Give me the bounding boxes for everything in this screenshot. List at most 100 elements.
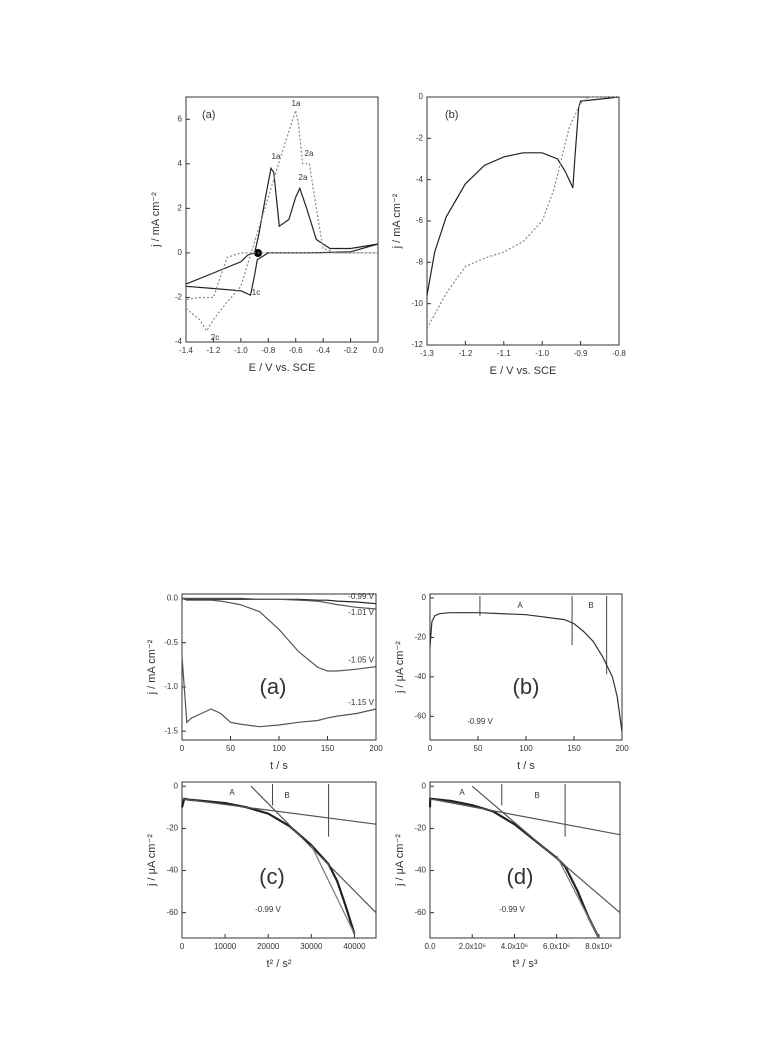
x-tick-label: 6.0x10⁶ [543,942,570,951]
series-line [181,798,377,825]
x-axis-label: t / s [517,760,535,772]
y-tick-label: 2 [178,203,183,212]
x-axis-label: E / V vs. SCE [490,365,557,377]
y-axis-label: j / μA cm⁻² [394,641,406,694]
y-tick-label: -20 [414,823,426,832]
panel-label: (a) [260,674,287,699]
y-tick-label: -2 [416,133,424,142]
annotation: -0.99 V [499,905,525,914]
y-tick-label: -4 [416,175,424,184]
x-tick-label: -1.0 [234,346,248,355]
x-tick-label: -0.8 [612,349,626,358]
series-label: -1.15 V [348,698,374,707]
annotation: 2a [305,149,314,158]
panel-label: (a) [202,109,215,121]
series-line [181,597,377,672]
y-tick-label: -40 [166,866,178,875]
x-tick-label: 0.0 [424,942,436,951]
annotation: A [229,788,235,797]
x-tick-label: 0 [180,744,185,753]
y-tick-label: -20 [414,633,426,642]
panel-label: (c) [259,864,285,889]
annotation: B [534,791,539,800]
x-tick-label: 50 [226,744,235,753]
y-tick-label: -4 [175,337,183,346]
annotation: 1a [292,99,301,108]
series-line [185,166,379,297]
series-line [310,844,355,935]
annotation: B [588,601,593,610]
y-tick-label: -40 [414,672,426,681]
y-axis-label: j / mA cm⁻² [146,639,158,695]
y-tick-label: 0 [422,781,427,790]
y-tick-label: 0 [178,248,183,257]
plot-frame [185,96,379,343]
x-tick-label: -0.2 [344,346,358,355]
y-tick-label: 4 [178,159,183,168]
x-tick-label: 8.0x10⁶ [585,942,612,951]
x-tick-label: -0.9 [574,349,588,358]
plot-frame [429,781,621,939]
x-axis-label: t / s [270,760,288,772]
x-tick-label: -1.1 [497,349,511,358]
series-label: -0.99 V [348,592,374,601]
series-line [185,108,378,333]
x-tick-label: 50 [474,744,483,753]
series-line [471,785,621,914]
y-tick-label: -12 [411,340,423,349]
x-tick-label: -1.2 [459,349,473,358]
annotation: -0.99 V [467,717,493,726]
x-tick-label: 30000 [300,942,323,951]
y-axis-label: j / μA cm⁻² [146,834,158,887]
plot-frame [181,781,377,939]
y-tick-label: -0.5 [164,638,178,647]
x-tick-label: -1.2 [207,346,221,355]
series-line [429,612,623,733]
x-tick-label: 100 [519,744,533,753]
x-tick-label: 100 [272,744,286,753]
y-tick-label: 0.0 [167,594,179,603]
x-tick-label: 150 [567,744,581,753]
series-line [181,655,377,728]
x-tick-label: -0.6 [289,346,303,355]
x-tick-label: 4.0x10⁶ [501,942,528,951]
series-label: -1.05 V [348,656,374,665]
annotation: 1a [272,152,281,161]
annotation: 1c [252,288,260,297]
series-line [426,96,619,329]
x-tick-label: -1.0 [535,349,549,358]
panel-label: (d) [507,864,534,889]
annotation: A [517,601,523,610]
x-axis-label: E / V vs. SCE [249,362,316,374]
y-tick-label: -60 [414,711,426,720]
x-tick-label: 0 [428,744,433,753]
x-tick-label: 10000 [214,942,237,951]
series-line [429,798,621,836]
series-line [182,597,377,610]
x-tick-label: -0.4 [316,346,330,355]
y-tick-label: -20 [166,823,178,832]
x-axis-label: t³ / s³ [512,958,537,970]
x-tick-label: 0 [180,942,185,951]
x-tick-label: 200 [369,744,383,753]
x-axis-label: t² / s² [266,958,291,970]
plots: -1.4 -1.2 -1.0 -0.8 -0.6 -0.4 -0.2 0.0-4-20246E… [146,92,629,970]
x-tick-label: -1.4 [179,346,193,355]
y-tick-label: -2 [175,293,183,302]
series-line [556,855,600,939]
x-tick-label: 150 [321,744,335,753]
panel-label: (b) [445,109,458,121]
y-tick-label: -60 [414,908,426,917]
annotation: 2c [211,333,219,342]
panel-label: (b) [513,674,540,699]
y-axis-label: j / mA cm⁻² [391,193,403,249]
x-tick-label: -0.8 [261,346,275,355]
y-axis-label: j / μA cm⁻² [394,834,406,887]
x-tick-label: 0.0 [372,346,384,355]
y-tick-label: 0 [422,593,427,602]
y-tick-label: 0 [419,92,424,101]
annotation: 2a [299,173,308,182]
y-axis-label: j / mA cm⁻² [150,192,162,248]
annotation: B [284,791,289,800]
